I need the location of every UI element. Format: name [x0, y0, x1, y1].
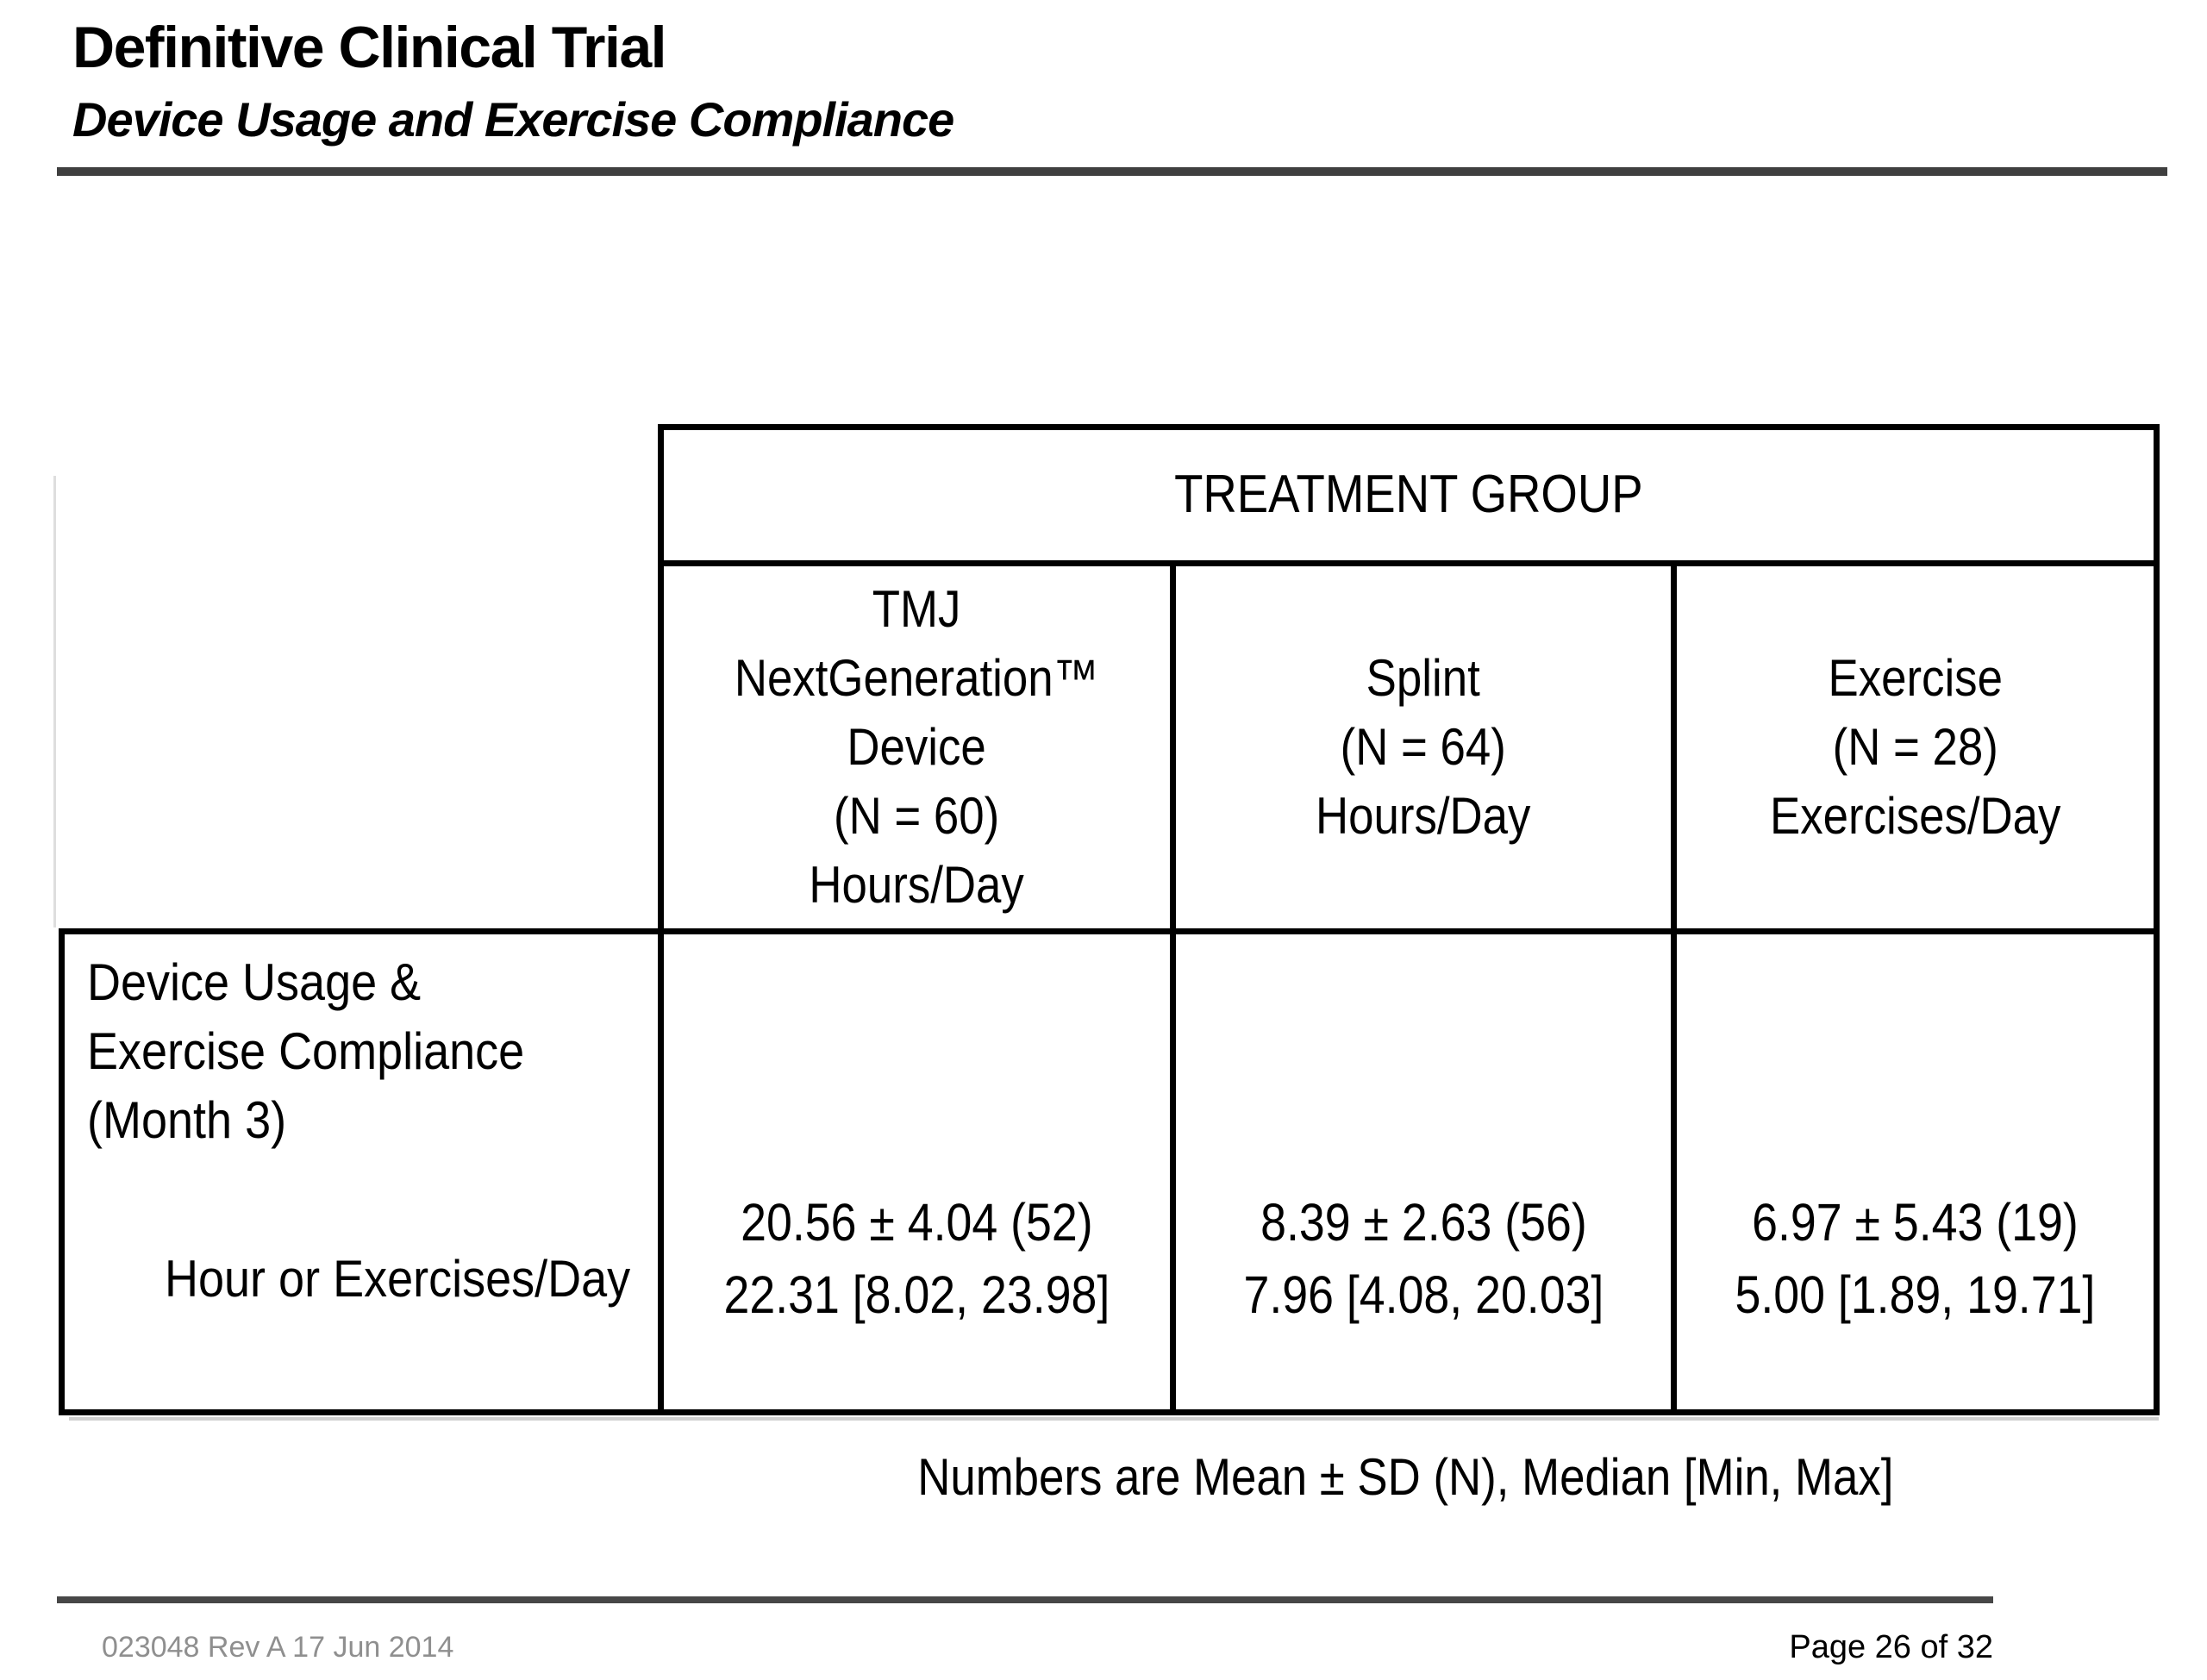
column-header-exercise: Exercise (N = 28) Exercises/Day [1670, 560, 2160, 934]
header-line: Exercises/Day [1769, 787, 2061, 845]
table-row-group-header: TREATMENT GROUP [62, 424, 2160, 566]
header-line: Exercise [1828, 649, 2003, 707]
median-min-max-value: 5.00 [1.89, 19.71] [1735, 1265, 2096, 1324]
header-line: Splint [1366, 649, 1481, 707]
row-sub-label: Hour or Exercises/Day [165, 1250, 631, 1308]
header-line: NextGeneration™ [735, 649, 1099, 707]
mean-sd-n-value: 20.56 ± 4.04 (52) [741, 1193, 1093, 1252]
table-corner-blank [62, 428, 661, 564]
row-label-text: Device Usage & Exercise Compliance (Mont… [87, 948, 631, 1314]
document-reference: 023048 Rev A 17 Jun 2014 [102, 1631, 454, 1664]
table-bottom-shadow [69, 1417, 2159, 1421]
page-subtitle: Device Usage and Exercise Compliance [72, 92, 954, 147]
row-label-line: (Month 3) [87, 1091, 287, 1149]
data-cell-text: 6.97 ± 5.43 (19) 5.00 [1.89, 19.71] [1735, 1186, 2096, 1331]
header-line: Hours/Day [1316, 787, 1531, 845]
row-label-cell: Device Usage & Exercise Compliance (Mont… [59, 928, 664, 1415]
header-rule [57, 167, 2167, 176]
treatment-group-label: TREATMENT GROUP [1174, 465, 1643, 525]
row-label-line: Device Usage & [87, 953, 422, 1011]
column-header-splint: Splint (N = 64) Hours/Day [1170, 560, 1677, 934]
header-line: (N = 60) [834, 787, 1000, 845]
column-header-tmj-device: TMJ NextGeneration™ Device (N = 60) Hour… [658, 560, 1176, 934]
mean-sd-n-value: 8.39 ± 2.63 (56) [1260, 1193, 1587, 1252]
data-cell-text: 20.56 ± 4.04 (52) 22.31 [8.02, 23.98] [724, 1186, 1110, 1331]
header-line: Device [847, 718, 987, 776]
header-line: TMJ [872, 580, 961, 638]
page-number-indicator: Page 26 of 32 [1789, 1629, 1993, 1665]
scan-artifact-line [53, 476, 56, 927]
column-header-text: Splint (N = 64) Hours/Day [1316, 644, 1530, 851]
treatment-group-table: TREATMENT GROUP TMJ NextGeneration™ Devi… [59, 424, 2160, 1415]
table-stub-blank [62, 564, 661, 932]
mean-sd-n-value: 6.97 ± 5.43 (19) [1752, 1193, 2079, 1252]
table-row-data: Device Usage & Exercise Compliance (Mont… [59, 928, 2160, 1415]
column-header-text: TMJ NextGeneration™ Device (N = 60) Hour… [735, 575, 1099, 920]
table-row-column-headers: TMJ NextGeneration™ Device (N = 60) Hour… [62, 560, 2160, 934]
median-min-max-value: 22.31 [8.02, 23.98] [723, 1265, 1110, 1324]
data-cell-exercise: 6.97 ± 5.43 (19) 5.00 [1.89, 19.71] [1670, 928, 2160, 1415]
table-footnote-text: Numbers are Mean ± SD (N), Median [Min, … [917, 1448, 1894, 1506]
treatment-group-header-cell: TREATMENT GROUP [657, 424, 2160, 566]
data-cell-splint: 8.39 ± 2.63 (56) 7.96 [4.08, 20.03] [1170, 928, 1677, 1415]
row-label-line: Exercise Compliance [87, 1022, 525, 1080]
column-header-text: Exercise (N = 28) Exercises/Day [1770, 644, 2060, 851]
page-title: Definitive Clinical Trial [72, 15, 667, 80]
data-cell-text: 8.39 ± 2.63 (56) 7.96 [4.08, 20.03] [1243, 1186, 1604, 1331]
data-cell-tmj-device: 20.56 ± 4.04 (52) 22.31 [8.02, 23.98] [658, 928, 1176, 1415]
median-min-max-value: 7.96 [4.08, 20.03] [1243, 1265, 1604, 1324]
table-footnote: Numbers are Mean ± SD (N), Median [Min, … [658, 1446, 2154, 1508]
header-line: (N = 64) [1340, 718, 1507, 776]
header-line: Hours/Day [809, 856, 1025, 914]
footer-rule [57, 1596, 1993, 1603]
header-line: (N = 28) [1832, 718, 1998, 776]
